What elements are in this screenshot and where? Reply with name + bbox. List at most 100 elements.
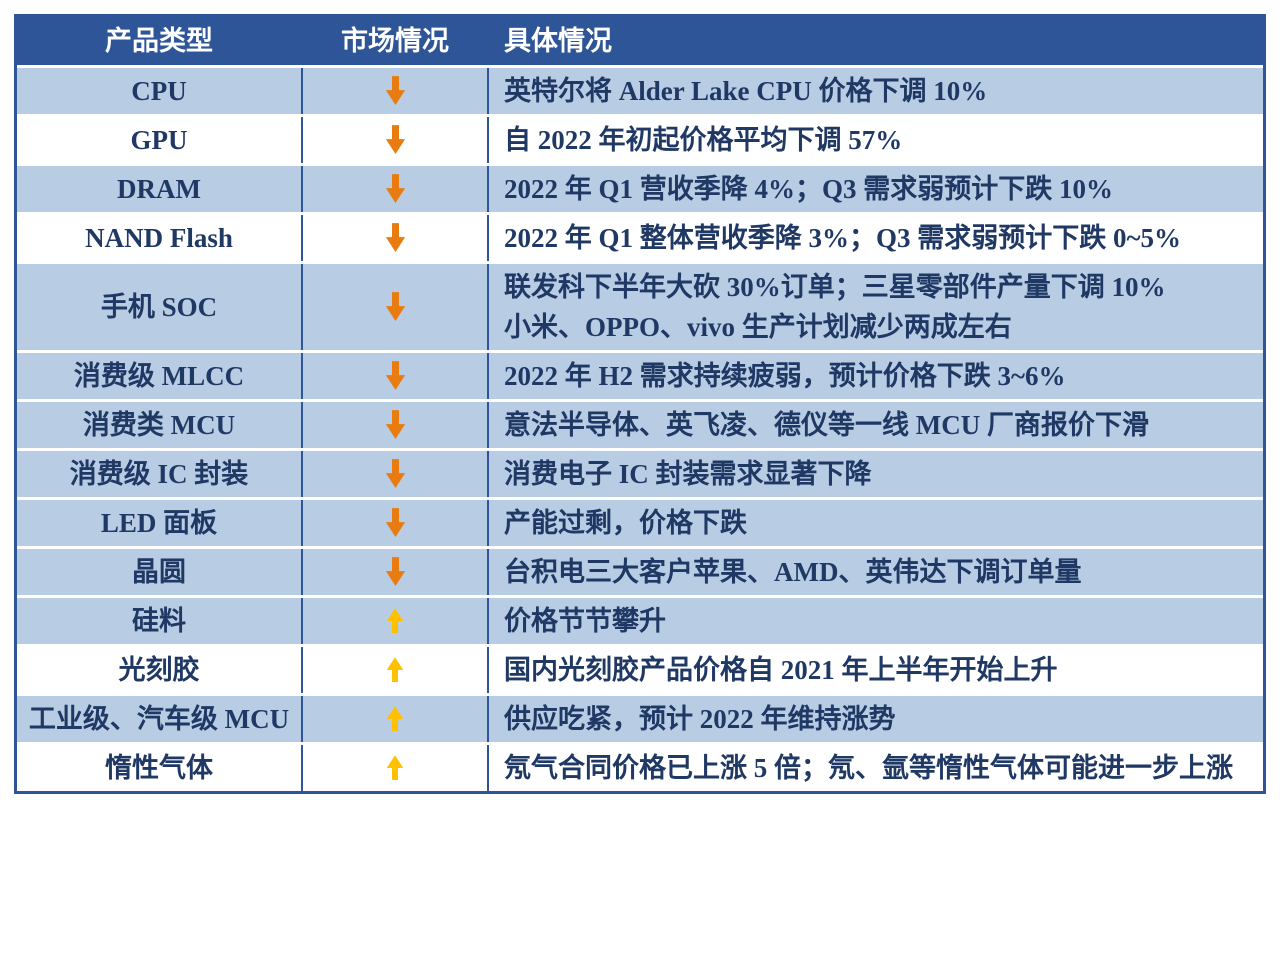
detail-cell: 价格节节攀升: [489, 598, 1263, 644]
product-cell: CPU: [17, 68, 303, 114]
detail-text: 2022 年 H2 需求持续疲弱，预计价格下跌 3~6%: [504, 361, 1066, 391]
arrow-up-icon: [386, 706, 404, 731]
product-name: 硅料: [132, 606, 186, 636]
detail-cell: 联发科下半年大砍 30%订单；三星零部件产量下调 10% 小米、OPPO、viv…: [489, 264, 1263, 350]
trend-cell: [303, 166, 489, 212]
detail-text: 联发科下半年大砍 30%订单；三星零部件产量下调 10% 小米、OPPO、viv…: [504, 272, 1166, 342]
trend-cell: [303, 353, 489, 399]
table-row: 光刻胶 国内光刻胶产品价格自 2021 年上半年开始上升: [17, 644, 1263, 693]
detail-text: 供应吃紧，预计 2022 年维持涨势: [504, 704, 896, 734]
detail-cell: 2022 年 Q1 整体营收季降 3%；Q3 需求弱预计下跌 0~5%: [489, 215, 1263, 261]
header-label-product-type: 产品类型: [105, 26, 213, 56]
product-name: CPU: [131, 76, 187, 106]
detail-cell: 消费电子 IC 封装需求显著下降: [489, 451, 1263, 497]
market-conditions-table: 产品类型 市场情况 具体情况 CPU 英特尔将 Alder Lake CPU 价…: [14, 14, 1266, 794]
table-row: 消费级 MLCC 2022 年 H2 需求持续疲弱，预计价格下跌 3~6%: [17, 350, 1263, 399]
product-name: 消费类 MCU: [82, 410, 236, 440]
trend-cell: [303, 745, 489, 791]
header-label-market: 市场情况: [341, 26, 449, 56]
table-row: 消费级 IC 封装 消费电子 IC 封装需求显著下降: [17, 448, 1263, 497]
product-cell: 晶圆: [17, 549, 303, 595]
product-cell: NAND Flash: [17, 215, 303, 261]
trend-cell: [303, 647, 489, 693]
detail-cell: 英特尔将 Alder Lake CPU 价格下调 10%: [489, 68, 1263, 114]
detail-text: 价格节节攀升: [504, 606, 666, 636]
product-name: 光刻胶: [118, 655, 200, 685]
trend-cell: [303, 117, 489, 163]
table-row: 硅料 价格节节攀升: [17, 595, 1263, 644]
product-cell: 惰性气体: [17, 745, 303, 791]
detail-cell: 自 2022 年初起价格平均下调 57%: [489, 117, 1263, 163]
trend-cell: [303, 696, 489, 742]
product-name: LED 面板: [100, 508, 218, 538]
trend-cell: [303, 451, 489, 497]
product-name: 惰性气体: [105, 753, 213, 783]
product-name: GPU: [130, 125, 188, 155]
product-name: NAND Flash: [85, 223, 233, 253]
table-header-row: 产品类型 市场情况 具体情况: [17, 17, 1263, 65]
trend-cell: [303, 264, 489, 350]
table-row: 晶圆 台积电三大客户苹果、AMD、英伟达下调订单量: [17, 546, 1263, 595]
detail-text: 英特尔将 Alder Lake CPU 价格下调 10%: [504, 76, 988, 106]
product-cell: GPU: [17, 117, 303, 163]
table-row: DRAM 2022 年 Q1 营收季降 4%；Q3 需求弱预计下跌 10%: [17, 163, 1263, 212]
trend-cell: [303, 598, 489, 644]
arrow-down-icon: [385, 76, 405, 105]
table-row: LED 面板 产能过剩，价格下跌: [17, 497, 1263, 546]
trend-cell: [303, 215, 489, 261]
product-cell: LED 面板: [17, 500, 303, 546]
header-label-detail: 具体情况: [504, 26, 612, 56]
product-name: 工业级、汽车级 MCU: [28, 704, 290, 734]
detail-cell: 台积电三大客户苹果、AMD、英伟达下调订单量: [489, 549, 1263, 595]
product-cell: 消费类 MCU: [17, 402, 303, 448]
table-row: CPU 英特尔将 Alder Lake CPU 价格下调 10%: [17, 65, 1263, 114]
detail-cell: 2022 年 Q1 营收季降 4%；Q3 需求弱预计下跌 10%: [489, 166, 1263, 212]
header-cell-product-type: 产品类型: [17, 17, 303, 65]
arrow-down-icon: [385, 361, 405, 390]
detail-cell: 氖气合同价格已上涨 5 倍；氖、氩等惰性气体可能进一步上涨: [489, 745, 1263, 791]
arrow-down-icon: [385, 174, 405, 203]
table-row: 手机 SOC 联发科下半年大砍 30%订单；三星零部件产量下调 10% 小米、O…: [17, 261, 1263, 350]
detail-text: 台积电三大客户苹果、AMD、英伟达下调订单量: [504, 557, 1082, 587]
detail-text: 2022 年 Q1 整体营收季降 3%；Q3 需求弱预计下跌 0~5%: [504, 223, 1182, 253]
table-row: 工业级、汽车级 MCU 供应吃紧，预计 2022 年维持涨势: [17, 693, 1263, 742]
arrow-down-icon: [385, 557, 405, 586]
product-cell: DRAM: [17, 166, 303, 212]
table-row: 消费类 MCU 意法半导体、英飞凌、德仪等一线 MCU 厂商报价下滑: [17, 399, 1263, 448]
arrow-down-icon: [385, 125, 405, 154]
product-name: 消费级 IC 封装: [69, 459, 249, 489]
table-row: GPU 自 2022 年初起价格平均下调 57%: [17, 114, 1263, 163]
detail-cell: 产能过剩，价格下跌: [489, 500, 1263, 546]
trend-cell: [303, 402, 489, 448]
arrow-up-icon: [386, 755, 404, 780]
table-row: NAND Flash 2022 年 Q1 整体营收季降 3%；Q3 需求弱预计下…: [17, 212, 1263, 261]
product-name: DRAM: [117, 174, 201, 204]
arrow-down-icon: [385, 410, 405, 439]
product-cell: 光刻胶: [17, 647, 303, 693]
trend-cell: [303, 500, 489, 546]
arrow-down-icon: [385, 292, 405, 321]
product-name: 手机 SOC: [100, 292, 218, 322]
detail-cell: 国内光刻胶产品价格自 2021 年上半年开始上升: [489, 647, 1263, 693]
arrow-down-icon: [385, 223, 405, 252]
detail-text: 国内光刻胶产品价格自 2021 年上半年开始上升: [504, 655, 1058, 685]
product-cell: 消费级 MLCC: [17, 353, 303, 399]
product-cell: 工业级、汽车级 MCU: [17, 696, 303, 742]
detail-text: 消费电子 IC 封装需求显著下降: [504, 459, 872, 489]
product-cell: 硅料: [17, 598, 303, 644]
detail-text: 产能过剩，价格下跌: [504, 508, 747, 538]
product-name: 晶圆: [132, 557, 186, 587]
detail-cell: 供应吃紧，预计 2022 年维持涨势: [489, 696, 1263, 742]
header-cell-market: 市场情况: [303, 17, 489, 65]
detail-text: 自 2022 年初起价格平均下调 57%: [504, 125, 903, 155]
detail-text: 2022 年 Q1 营收季降 4%；Q3 需求弱预计下跌 10%: [504, 174, 1114, 204]
arrow-down-icon: [385, 508, 405, 537]
arrow-up-icon: [386, 608, 404, 633]
detail-cell: 2022 年 H2 需求持续疲弱，预计价格下跌 3~6%: [489, 353, 1263, 399]
trend-cell: [303, 549, 489, 595]
product-cell: 消费级 IC 封装: [17, 451, 303, 497]
arrow-up-icon: [386, 657, 404, 682]
product-cell: 手机 SOC: [17, 264, 303, 350]
table-body: CPU 英特尔将 Alder Lake CPU 价格下调 10% GPU 自 2…: [17, 65, 1263, 791]
